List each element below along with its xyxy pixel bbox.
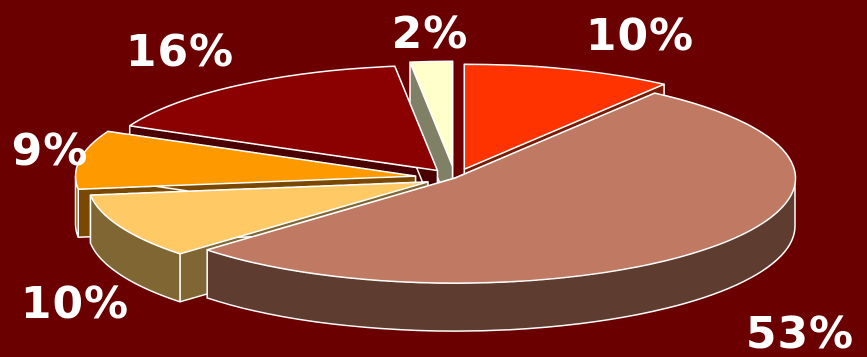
slice-label-1: 53% <box>746 308 854 357</box>
slice-5-top <box>409 60 454 168</box>
slice-2-top <box>89 181 429 255</box>
slice-label-3: 9% <box>12 125 89 176</box>
slice-label-4: 16% <box>126 26 234 77</box>
slice-5 <box>409 60 454 216</box>
slice-0-top <box>463 63 665 170</box>
slice-4-top <box>128 65 439 172</box>
slice-label-2: 10% <box>21 278 129 329</box>
slice-1-top <box>206 92 797 284</box>
slice-label-0: 10% <box>586 10 694 61</box>
slice-1 <box>206 92 797 332</box>
slice-3-top <box>74 130 417 190</box>
slice-label-5: 2% <box>392 8 469 59</box>
